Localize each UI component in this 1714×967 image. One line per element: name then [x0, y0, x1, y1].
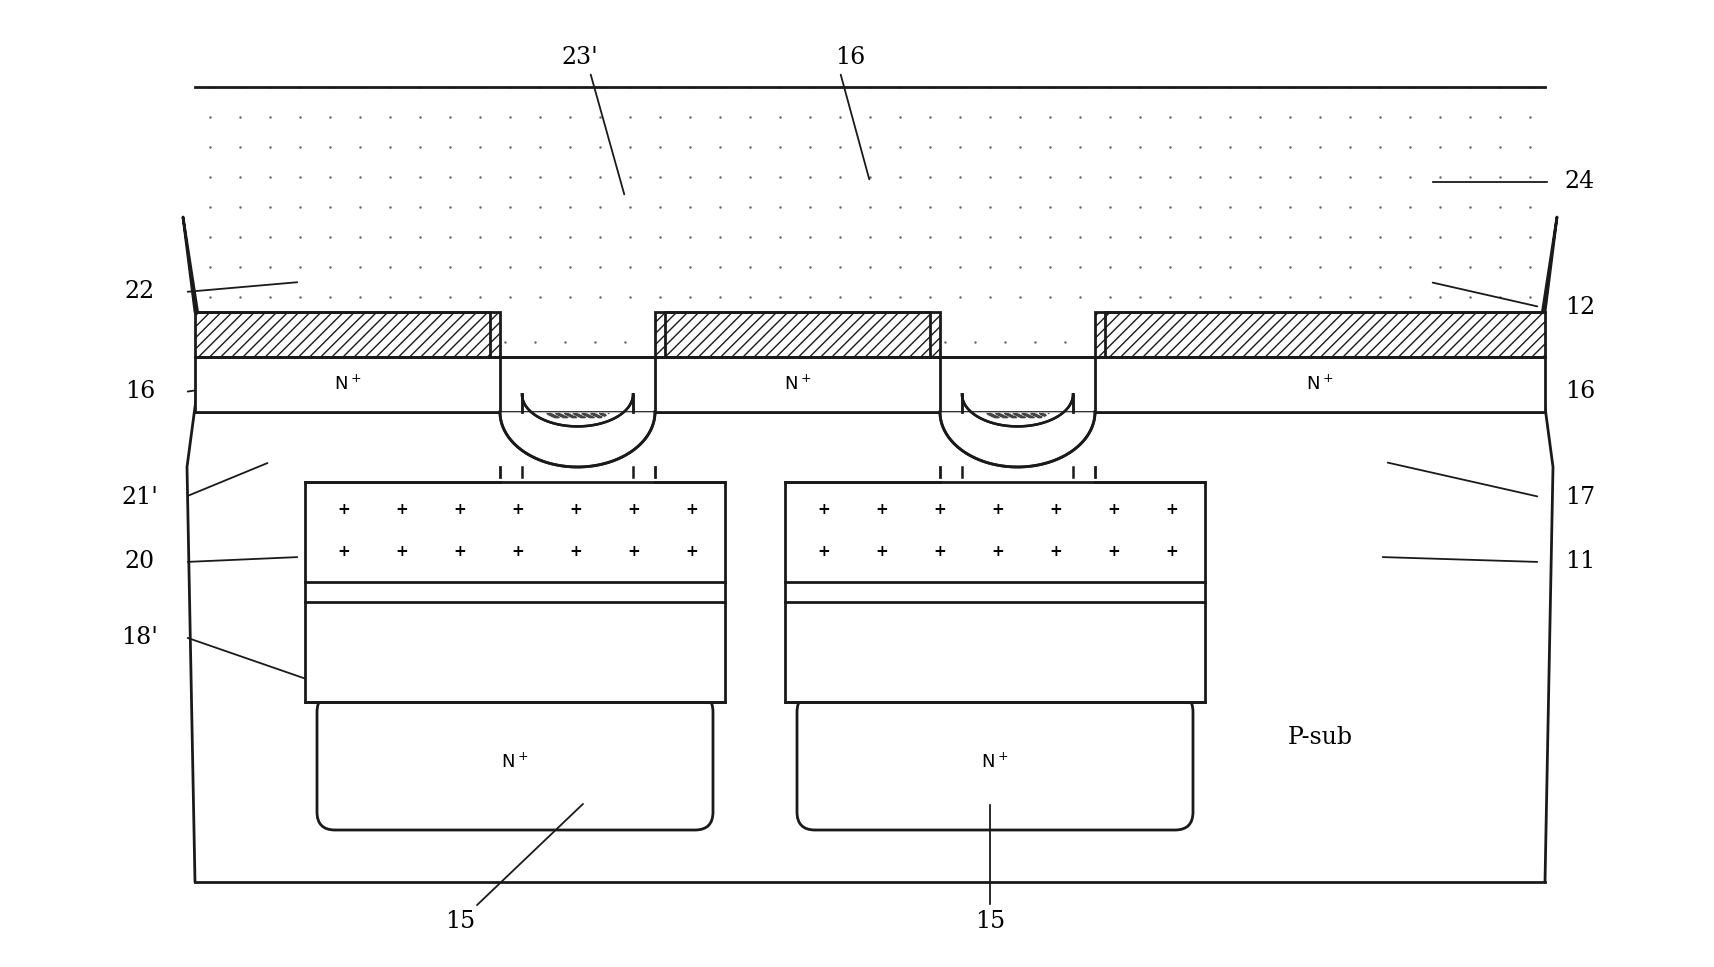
Text: 20: 20	[125, 550, 154, 573]
Bar	[195, 312, 500, 357]
Text: +: +	[686, 544, 698, 559]
Text: +: +	[511, 502, 524, 517]
Text: P-sub: P-sub	[1287, 725, 1352, 748]
Text: N$^+$: N$^+$	[334, 375, 362, 395]
Text: +: +	[876, 502, 888, 517]
Text: +: +	[1107, 544, 1119, 559]
Text: +: +	[396, 544, 408, 559]
Text: +: +	[569, 502, 583, 517]
Bar	[195, 357, 500, 412]
Text: +: +	[338, 544, 350, 559]
Text: +: +	[627, 502, 639, 517]
Text: +: +	[454, 502, 466, 517]
Text: 24: 24	[1563, 170, 1594, 193]
Bar	[305, 482, 725, 702]
Text: 15: 15	[444, 911, 475, 933]
Bar	[1094, 357, 1544, 412]
Text: 18': 18'	[122, 626, 158, 649]
Text: +: +	[511, 544, 524, 559]
FancyBboxPatch shape	[317, 694, 713, 830]
Text: +: +	[1166, 502, 1178, 517]
Text: +: +	[396, 502, 408, 517]
Text: +: +	[932, 544, 946, 559]
Text: N$^+$: N$^+$	[500, 752, 528, 772]
FancyBboxPatch shape	[797, 694, 1193, 830]
Bar	[939, 467, 1094, 477]
Text: +: +	[1049, 544, 1061, 559]
Bar	[1094, 312, 1544, 357]
Bar	[655, 312, 939, 357]
Text: +: +	[569, 544, 583, 559]
Bar	[500, 467, 655, 477]
Text: 12: 12	[1563, 296, 1594, 318]
Text: N$^+$: N$^+$	[1306, 375, 1333, 395]
Text: 11: 11	[1563, 550, 1594, 573]
Text: +: +	[454, 544, 466, 559]
Text: 22: 22	[125, 280, 154, 304]
Polygon shape	[939, 412, 1094, 467]
FancyBboxPatch shape	[195, 312, 1544, 882]
Polygon shape	[500, 412, 655, 467]
Text: +: +	[338, 502, 350, 517]
Text: N$^+$: N$^+$	[980, 752, 1008, 772]
Text: 16: 16	[835, 45, 864, 69]
Text: 17: 17	[1565, 485, 1594, 509]
Text: 21': 21'	[122, 485, 158, 509]
Text: +: +	[876, 544, 888, 559]
Text: +: +	[686, 502, 698, 517]
Text: +: +	[818, 544, 830, 559]
Text: +: +	[627, 544, 639, 559]
Text: +: +	[991, 544, 1004, 559]
Text: +: +	[1166, 544, 1178, 559]
Text: +: +	[932, 502, 946, 517]
Bar	[785, 482, 1205, 702]
Text: +: +	[1049, 502, 1061, 517]
Text: 15: 15	[974, 911, 1004, 933]
Text: +: +	[991, 502, 1004, 517]
Text: +: +	[1107, 502, 1119, 517]
Text: N$^+$: N$^+$	[783, 375, 811, 395]
Text: 23': 23'	[560, 45, 598, 69]
Bar	[655, 357, 939, 412]
Text: 16: 16	[125, 380, 154, 403]
Text: +: +	[818, 502, 830, 517]
Text: 16: 16	[1563, 380, 1594, 403]
